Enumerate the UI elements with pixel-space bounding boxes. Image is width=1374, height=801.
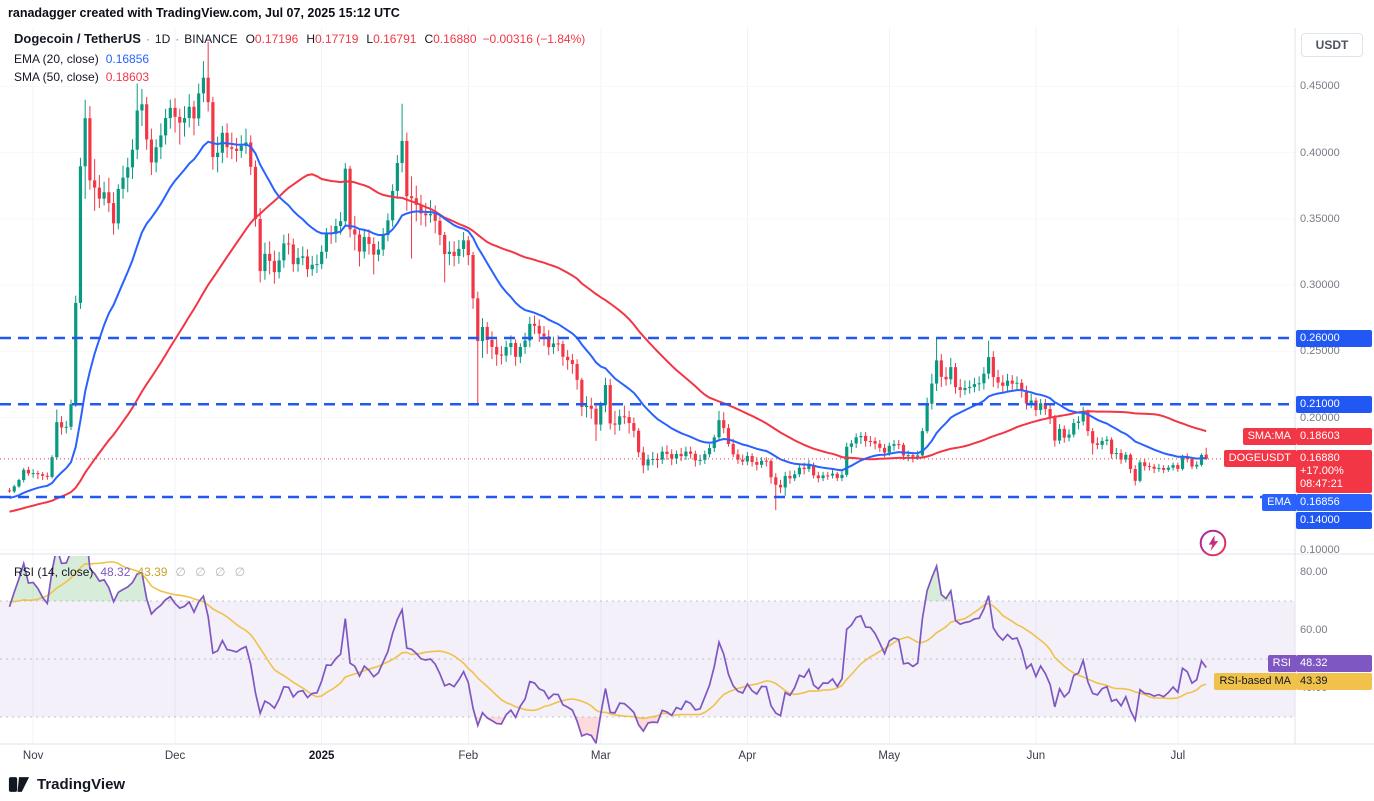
last-price-badge-name: DOGEUSDT [1223, 450, 1296, 468]
change-value: −0.00316 (−1.84%) [482, 32, 586, 46]
last-price-badge: DOGEUSDT 0.16880 +17.00% 08:47:21 [1223, 450, 1372, 494]
ema-legend-label[interactable]: EMA (20, close) [14, 52, 99, 66]
level-badge-0.14[interactable]: 0.14000 [1296, 512, 1372, 530]
time-label-Jun: Jun [1026, 750, 1046, 762]
rsi-ma-legend-value: 43.39 [137, 565, 168, 579]
level-badge-0.21[interactable]: 0.21000 [1296, 395, 1372, 413]
symbol-legend: Dogecoin / TetherUS · 1D · BINANCE O 0.1… [14, 31, 585, 46]
price-tick: 0.20000 [1300, 411, 1340, 424]
exchange-label[interactable]: BINANCE [184, 32, 238, 46]
rsi-ma-value-badge-name: RSI-based MA [1214, 673, 1296, 691]
time-label-May: May [878, 750, 901, 762]
sma-legend-label[interactable]: SMA (50, close) [14, 70, 99, 84]
time-label-Nov: Nov [22, 750, 44, 762]
rsi-lines [8, 556, 1207, 744]
rsi-ma-value-badge-value: 43.39 [1296, 673, 1372, 691]
rsi-value-badge-value: 48.32 [1296, 655, 1372, 673]
sma-value-badge-value: 0.18603 [1296, 427, 1372, 445]
price-tick: 0.30000 [1300, 279, 1340, 291]
time-label-Apr: Apr [738, 750, 757, 762]
tradingview-logo-mark [8, 777, 30, 792]
rsi-legend-value: 48.32 [100, 565, 131, 579]
sma-line [9, 173, 1207, 513]
level-badge-0.26-value: 0.26000 [1296, 329, 1372, 347]
separators [0, 28, 1374, 745]
lightning-button[interactable] [1199, 529, 1227, 557]
time-label-Dec: Dec [164, 750, 186, 762]
rsi-hidden-plot-values: ∅ ∅ ∅ ∅ [175, 565, 249, 579]
rsi-ma-line [9, 561, 1207, 720]
interval-label[interactable]: 1D [154, 32, 171, 46]
ema-legend: EMA (20, close) 0.16856 [14, 52, 149, 66]
price-tick: 0.25000 [1300, 345, 1340, 358]
high-label: H [306, 32, 315, 46]
ema-value-badge: EMA 0.16856 [1262, 494, 1372, 512]
symbol-title[interactable]: Dogecoin / TetherUS [14, 31, 141, 46]
price-tick: 0.10000 [1300, 544, 1340, 556]
ema-legend-value: 0.16856 [105, 52, 150, 66]
price-tick: 0.45000 [1300, 80, 1340, 93]
rsi-legend: RSI (14, close) 48.32 43.39 ∅ ∅ ∅ ∅ [14, 565, 248, 579]
time-label-Feb: Feb [458, 750, 479, 762]
sma-legend-value: 0.18603 [105, 70, 150, 84]
time-label-2025: 2025 [308, 750, 335, 762]
ema-value-badge-value: 0.16856 [1296, 494, 1372, 512]
high-value: 0.17719 [314, 32, 359, 46]
rsi-ma-value-badge: RSI-based MA 43.39 [1214, 673, 1372, 691]
time-label-Jul: Jul [1170, 750, 1186, 762]
level-badge-0.26[interactable]: 0.26000 [1296, 329, 1372, 347]
close-value: 0.16880 [433, 32, 477, 46]
currency-toggle-button[interactable]: USDT [1301, 33, 1363, 57]
sma-legend: SMA (50, close) 0.18603 [14, 70, 149, 84]
sma-value-badge-name: SMA:MA [1242, 427, 1296, 445]
price-tick: 0.35000 [1300, 212, 1340, 225]
ema-value-badge-name: EMA [1262, 494, 1296, 512]
close-label: C [424, 32, 434, 46]
price-axis[interactable]: 0.45000 0.40000 0.35000 0.30000 0.25000 0.200… [1295, 28, 1374, 744]
low-value: 0.16791 [373, 32, 417, 46]
grid-layer [0, 28, 1295, 744]
sma-value-badge: SMA:MA 0.18603 [1242, 427, 1372, 445]
last-price-badge-value: 0.16880 +17.00% 08:47:21 [1296, 450, 1372, 494]
level-badge-0.14-value: 0.14000 [1296, 512, 1372, 530]
candles-layer [7, 41, 1208, 511]
rsi-value-badge-name: RSI [1267, 655, 1296, 673]
separator-dot: · [175, 32, 180, 46]
ema-line [9, 140, 1207, 499]
low-label: L [366, 32, 374, 46]
time-label-Mar: Mar [590, 750, 611, 762]
level-badge-0.21-value: 0.21000 [1296, 395, 1372, 413]
rsi-legend-label[interactable]: RSI (14, close) [14, 565, 94, 579]
separator-dot: · [145, 32, 150, 46]
rsi-value-badge: RSI 48.32 [1267, 655, 1372, 673]
open-label: O [245, 32, 255, 46]
rsi-tick: 80.00 [1300, 566, 1328, 578]
time-axis[interactable]: Nov Dec 2025 Feb Mar Apr May Jun Jul [0, 744, 1374, 770]
tradingview-logo-text: TradingView [37, 776, 126, 793]
open-value: 0.17196 [254, 32, 299, 46]
price-tick: 0.40000 [1300, 146, 1340, 159]
attribution-text: ranadagger created with TradingView.com,… [8, 6, 400, 20]
tradingview-logo[interactable]: TradingView [8, 775, 125, 794]
rsi-band [0, 600, 1295, 718]
rsi-line [8, 556, 1207, 744]
lightning-icon [1199, 529, 1227, 557]
rsi-tick: 60.00 [1300, 624, 1328, 636]
